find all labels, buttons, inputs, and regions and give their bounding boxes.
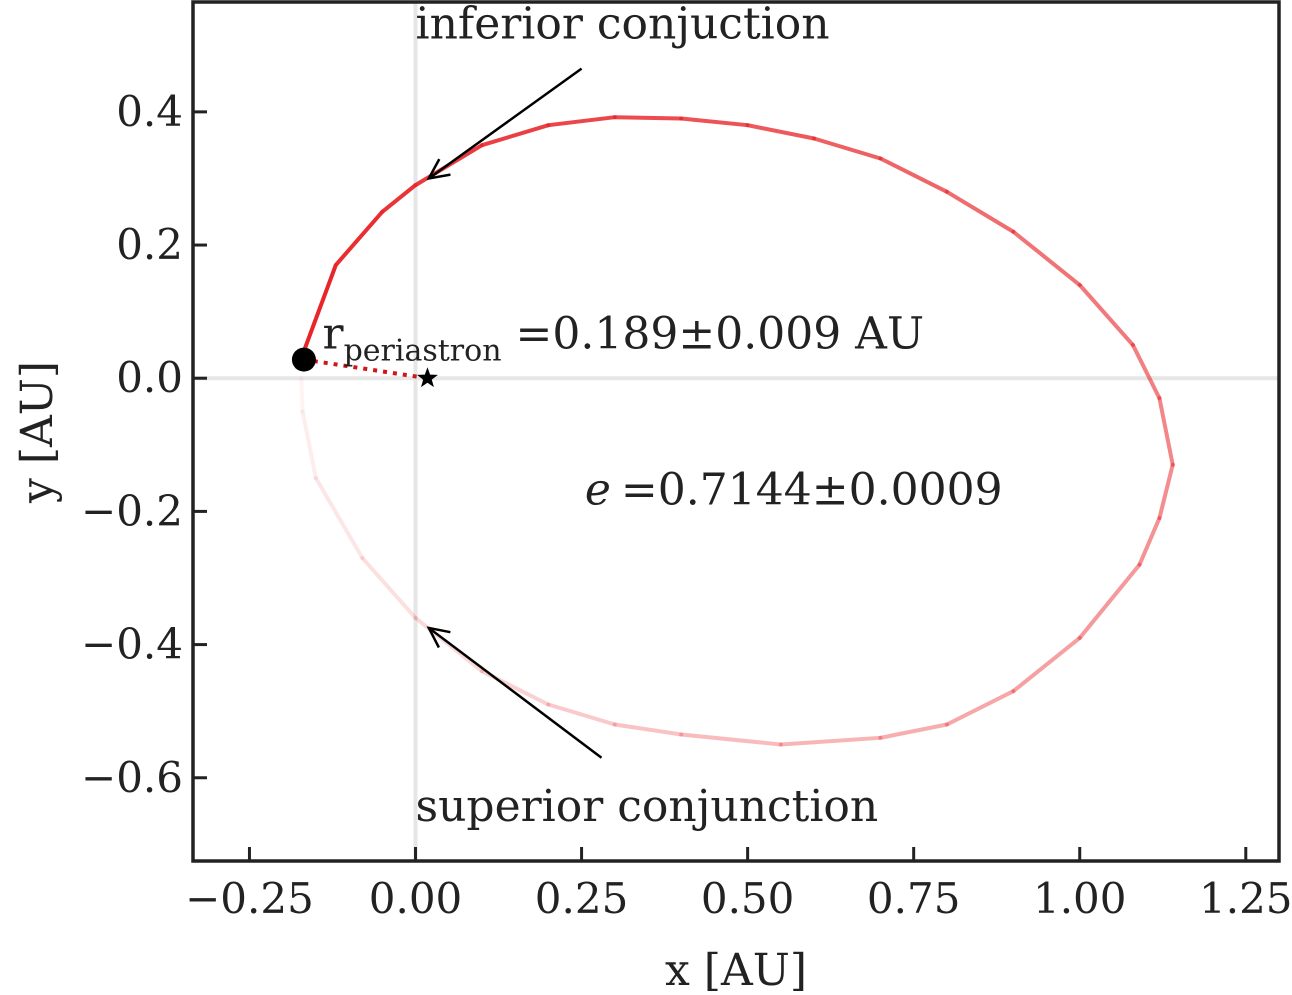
y-tick-label: 0.2 (116, 220, 183, 269)
y-tick-label: 0.4 (116, 87, 183, 136)
orbit-segment (546, 702, 617, 727)
x-tick-label: 0.00 (369, 874, 463, 923)
planet-marker (291, 347, 316, 372)
inferior-label: inferior conjuction (416, 0, 830, 50)
x-axis-label: x [AU] (665, 945, 807, 995)
superior-annotation: superior conjunction (416, 626, 879, 832)
periastron-value: =0.189±0.009 AU (516, 308, 925, 359)
x-tick-label: 0.50 (701, 874, 795, 923)
superior-label: superior conjunction (416, 781, 879, 832)
orbit-segment (1130, 342, 1162, 401)
x-tick-label: −0.25 (185, 874, 314, 923)
inferior-annotation: inferior conjuction (416, 0, 830, 181)
orbit-segment (413, 615, 484, 674)
star-marker (417, 367, 438, 388)
x-axis-ticks: −0.25 0.00 0.25 0.50 0.75 1.00 1.25 (185, 847, 1292, 923)
orbit-segment (944, 189, 1016, 234)
orbit-segment (333, 209, 385, 268)
x-tick-label: 0.75 (867, 874, 961, 923)
periastron-symbol: r (323, 308, 345, 359)
orbit-segment (778, 735, 883, 747)
orbit-segment (1157, 396, 1175, 467)
orbit-segment (679, 732, 783, 747)
orbit-segment (380, 183, 418, 214)
eccentricity-symbol: e (585, 465, 611, 516)
orbit-segment (745, 123, 817, 141)
orbit-segment (812, 136, 883, 161)
y-tick-label: 0.0 (116, 353, 183, 402)
orbit-segment (944, 689, 1016, 727)
orbit-segment (360, 556, 418, 620)
orbit-segment (546, 115, 617, 128)
orbit-segment (679, 116, 750, 128)
orbit-segment (1011, 635, 1082, 694)
x-tick-label: 0.25 (535, 874, 629, 923)
y-axis-ticks: 0.4 0.2 0.0 −0.2 −0.4 −0.6 (81, 87, 207, 802)
plot-area (193, 2, 1279, 861)
orbit-segment (1077, 283, 1135, 347)
orbit-segment (300, 409, 318, 481)
orbit-segment (313, 476, 365, 561)
periastron-annotation: rperiastron =0.189±0.009 AU (323, 308, 925, 368)
orbit-segment (612, 722, 684, 737)
orbit-segment (299, 376, 305, 414)
orbit-segment (299, 263, 338, 361)
periastron-subscript: periastron (344, 333, 502, 368)
inferior-arrowhead (426, 158, 451, 181)
orbit-segment (878, 722, 949, 740)
eccentricity-value: =0.7144±0.0009 (621, 465, 1003, 516)
x-tick-label: 1.25 (1199, 874, 1292, 923)
inferior-arrow (428, 67, 583, 180)
superior-arrowhead (426, 626, 451, 649)
y-tick-label: −0.4 (81, 620, 183, 669)
orbit-segment (612, 115, 684, 121)
orbit-segment (1157, 462, 1175, 521)
orbit-segment (1077, 562, 1142, 640)
orbit-segment (1137, 516, 1162, 567)
superior-arrow (428, 626, 603, 759)
orbit-segment (479, 123, 551, 148)
plot-frame (191, 0, 1281, 863)
orbit-segment (1011, 229, 1082, 288)
y-axis-label: y [AU] (12, 361, 63, 504)
x-tick-label: 1.00 (1033, 874, 1127, 923)
eccentricity-annotation: e =0.7144±0.0009 (585, 465, 1003, 516)
y-tick-label: −0.2 (81, 486, 183, 535)
y-tick-label: −0.6 (81, 753, 183, 802)
periastron-line (303, 357, 428, 381)
orbit-segment (878, 156, 949, 194)
